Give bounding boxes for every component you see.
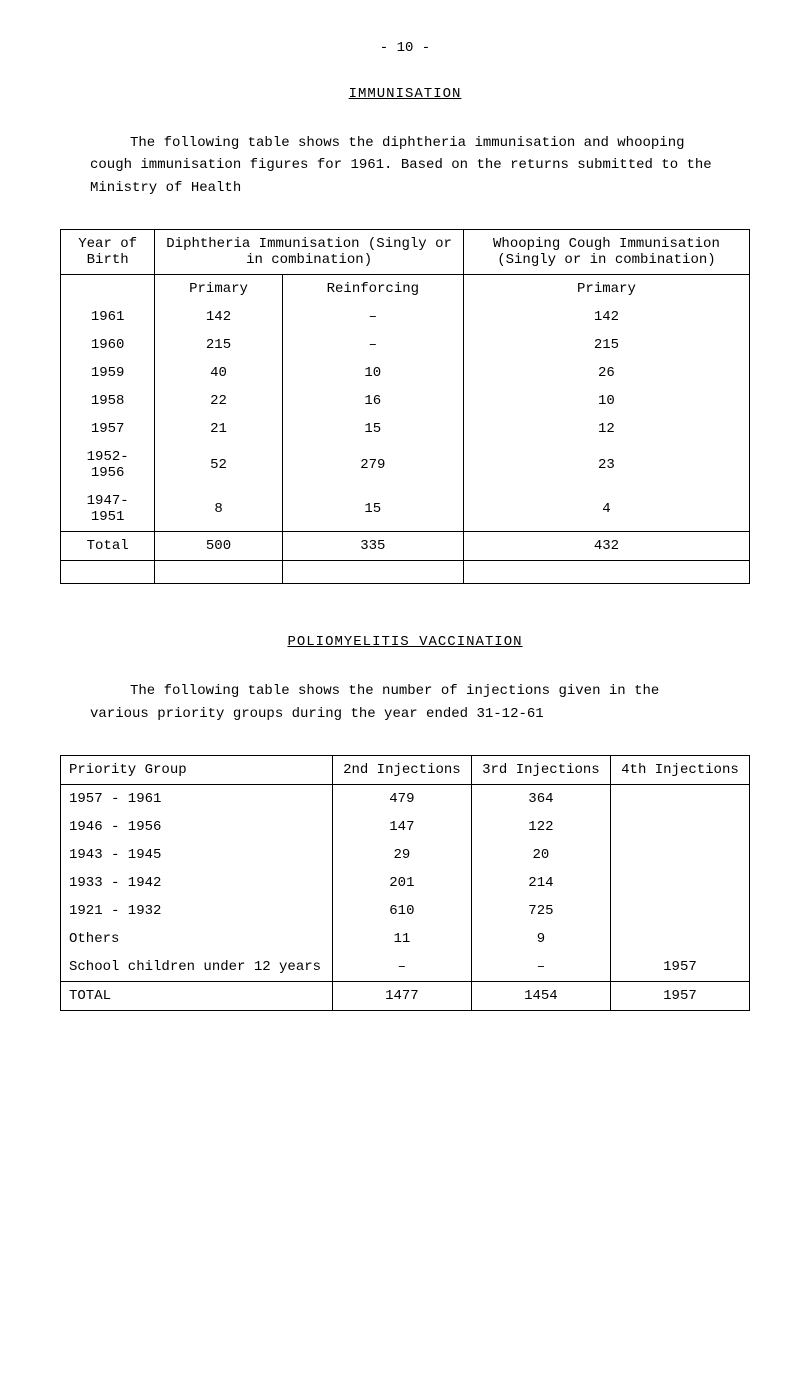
col-2nd: 2nd Injections [332,755,471,784]
total-label-2: TOTAL [61,981,333,1010]
table-cell: 142 [463,303,749,331]
table-cell: School children under 12 years [61,953,333,982]
table-cell: 10 [463,387,749,415]
total-c: 1957 [610,981,749,1010]
total-b: 1454 [471,981,610,1010]
total-p: 500 [155,532,282,561]
total-label: Total [61,532,155,561]
table-cell [610,897,749,925]
table-cell: – [282,331,463,359]
table-cell: 11 [332,925,471,953]
table-cell: 1957 [610,953,749,982]
table-cell: 142 [155,303,282,331]
table-cell: – [471,953,610,982]
table-cell: 147 [332,813,471,841]
table-cell: 22 [155,387,282,415]
table-cell: 1921 - 1932 [61,897,333,925]
table-cell: 15 [282,487,463,532]
table-cell: 12 [463,415,749,443]
table-cell: 1959 [61,359,155,387]
intro-paragraph-1: The following table shows the diphtheria… [90,132,720,199]
table-cell [610,841,749,869]
table-cell: 29 [332,841,471,869]
table-cell: 725 [471,897,610,925]
table-cell: 1943 - 1945 [61,841,333,869]
table-cell [610,869,749,897]
table-cell [610,784,749,813]
table-cell: 10 [282,359,463,387]
table-cell: 1961 [61,303,155,331]
page-number: - 10 - [60,40,750,56]
sub-primary2: Primary [463,275,749,304]
table-cell: Others [61,925,333,953]
col-whooping: Whooping Cough Immunisation (Singly or i… [463,230,749,275]
table-cell [610,813,749,841]
table-cell: – [282,303,463,331]
table-cell: 215 [155,331,282,359]
table-cell: 610 [332,897,471,925]
table-cell: 1957 - 1961 [61,784,333,813]
table-cell: 26 [463,359,749,387]
table-cell: 1957 [61,415,155,443]
table-cell [610,925,749,953]
immunisation-table: Year of Birth Diphtheria Immunisation (S… [60,229,750,584]
table-cell: 52 [155,443,282,487]
table-cell: 16 [282,387,463,415]
table-cell: 1933 - 1942 [61,869,333,897]
col-diphtheria: Diphtheria Immunisation (Singly or in co… [155,230,464,275]
col-year: Year of Birth [61,230,155,275]
table-cell: 364 [471,784,610,813]
intro-paragraph-2: The following table shows the number of … [90,680,720,725]
table-cell: – [332,953,471,982]
col-group: Priority Group [61,755,333,784]
table-cell: 9 [471,925,610,953]
sub-primary: Primary [155,275,282,304]
table-cell: 1958 [61,387,155,415]
table-cell: 1946 - 1956 [61,813,333,841]
table-cell: 201 [332,869,471,897]
table-cell: 214 [471,869,610,897]
table-cell: 215 [463,331,749,359]
table-cell: 15 [282,415,463,443]
polio-table: Priority Group 2nd Injections 3rd Inject… [60,755,750,1011]
table-cell: 40 [155,359,282,387]
total-w: 432 [463,532,749,561]
table-cell: 279 [282,443,463,487]
table-cell: 479 [332,784,471,813]
table-cell: 122 [471,813,610,841]
table-cell: 20 [471,841,610,869]
section-title-1: IMMUNISATION [60,86,750,102]
section-title-2: POLIOMYELITIS VACCINATION [60,634,750,650]
sub-reinforcing: Reinforcing [282,275,463,304]
total-r: 335 [282,532,463,561]
col-4th: 4th Injections [610,755,749,784]
table-cell: 1952- 1956 [61,443,155,487]
table-cell: 1960 [61,331,155,359]
table-cell: 1947- 1951 [61,487,155,532]
total-a: 1477 [332,981,471,1010]
table-cell: 4 [463,487,749,532]
table-cell: 8 [155,487,282,532]
table-cell: 21 [155,415,282,443]
col-3rd: 3rd Injections [471,755,610,784]
table-cell: 23 [463,443,749,487]
cell-blank [61,275,155,304]
